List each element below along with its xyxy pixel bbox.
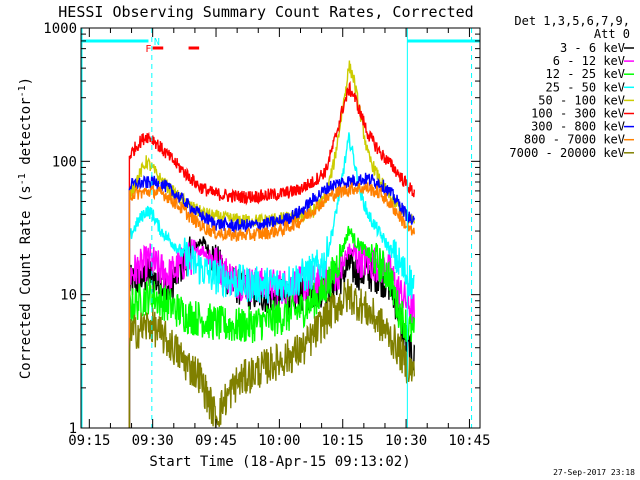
- y-axis: 1 10 100 1000: [43, 21, 480, 437]
- x-tick-label: 09:45: [195, 433, 237, 449]
- x-axis-label: Start Time (18-Apr-15 09:13:02): [149, 454, 410, 470]
- flag-label: F: [145, 44, 151, 55]
- y-tick-label: 1: [69, 421, 77, 437]
- legend-label: 12 - 25 keV: [546, 67, 625, 81]
- x-tick-label: 10:15: [322, 433, 364, 449]
- series-line: [128, 172, 415, 428]
- legend-header-line1: Det 1,3,5,6,7,9,: [514, 14, 630, 28]
- x-tick-label: 10:30: [385, 433, 427, 449]
- flag-label: N: [154, 37, 160, 48]
- y-tick-label: 100: [52, 154, 77, 170]
- series-line: [128, 182, 415, 428]
- legend-label: 50 - 100 keV: [538, 93, 625, 107]
- plot-frame: [80, 27, 481, 429]
- legend-label: 300 - 800 keV: [531, 120, 625, 134]
- series-line: [128, 225, 415, 428]
- legend-header-line2: Att 0: [594, 27, 630, 41]
- flag-bars: FN: [81, 37, 480, 55]
- legend-label: 6 - 12 keV: [553, 54, 625, 68]
- x-tick-label: 10:00: [258, 433, 300, 449]
- y-tick-label: 1000: [43, 21, 77, 37]
- legend-label: 100 - 300 keV: [531, 107, 625, 121]
- legend-label: 7000 - 20000 keV: [509, 146, 625, 160]
- night-markers: [81, 28, 473, 428]
- y-axis-label: Corrected Count Rate (s-1 detector-1): [17, 77, 34, 379]
- legend-label: 3 - 6 keV: [560, 41, 625, 55]
- x-tick-label: 09:15: [68, 433, 110, 449]
- x-tick-label: 10:45: [448, 433, 490, 449]
- series-line: [128, 278, 415, 429]
- legend-label: 25 - 50 keV: [546, 80, 625, 94]
- legend-label: 800 - 7000 keV: [524, 133, 625, 147]
- series-line: [128, 132, 415, 428]
- series-line: [128, 80, 415, 428]
- plot-series: [128, 60, 415, 429]
- series-line: [128, 60, 415, 428]
- chart-title: HESSI Observing Summary Count Rates, Cor…: [58, 3, 473, 21]
- timestamp: 27-Sep-2017 23:18: [553, 468, 635, 477]
- x-tick-label: 09:30: [132, 433, 174, 449]
- x-axis: 09:15 09:30 09:45 10:00 10:15 10:30 10:45: [68, 28, 491, 449]
- y-tick-label: 10: [60, 288, 77, 304]
